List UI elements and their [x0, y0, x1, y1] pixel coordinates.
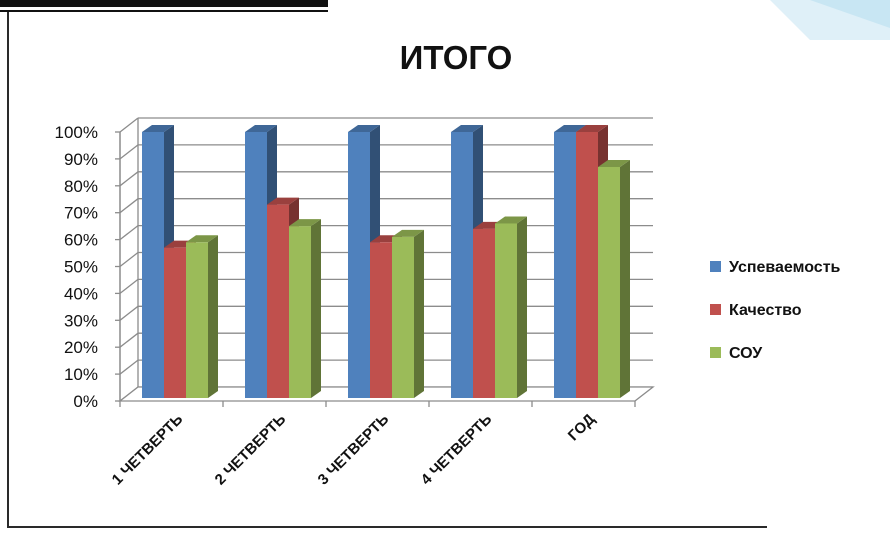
bar-top — [186, 235, 218, 243]
bar-front — [576, 132, 598, 398]
bar-top — [289, 219, 321, 227]
y-tick-label: 70% — [64, 204, 98, 223]
bar-front — [451, 132, 473, 398]
bar-side — [208, 235, 218, 398]
x-category-label: 1 ЧЕТВЕРТЬ — [109, 411, 187, 489]
bar-front — [164, 247, 186, 398]
legend-swatch — [710, 304, 721, 315]
frame-bottom-border — [7, 526, 767, 528]
corner-decoration — [770, 0, 890, 40]
bar-top — [267, 197, 299, 205]
bar-top — [554, 125, 586, 132]
x-category-label: 3 ЧЕТВЕРТЬ — [315, 411, 393, 489]
bar-front — [370, 242, 392, 398]
gridline-side — [119, 198, 139, 214]
x-category-label: 4 ЧЕТВЕРТЬ — [418, 411, 496, 489]
bar-top — [392, 229, 424, 237]
y-tick-label: 10% — [64, 365, 98, 384]
y-tick-label: 0% — [73, 392, 98, 411]
bar-front — [186, 242, 208, 398]
legend-item: Качество — [710, 302, 802, 319]
bar-top — [348, 125, 380, 132]
bar — [598, 159, 630, 398]
y-tick-label: 20% — [64, 338, 98, 357]
bar-front — [495, 223, 517, 398]
y-tick-label: 80% — [64, 177, 98, 196]
bar-top — [142, 125, 174, 132]
bar-front — [289, 226, 311, 398]
gridline-side — [119, 359, 139, 375]
gridline-side — [119, 225, 139, 241]
bar-side — [311, 219, 321, 398]
bar-top — [598, 159, 630, 167]
bar-front — [392, 236, 414, 398]
legend-item: Успеваемость — [710, 259, 841, 276]
y-tick-label: 100% — [55, 123, 98, 142]
gridline-side — [119, 305, 139, 321]
legend-label: СОУ — [729, 345, 763, 362]
bar-front — [554, 132, 576, 398]
x-category-label: 2 ЧЕТВЕРТЬ — [212, 411, 290, 489]
legend: Успеваемость Качество СОУ — [710, 259, 841, 362]
bar — [495, 216, 527, 398]
x-category-label: ГОД — [565, 411, 599, 445]
legend-label: Успеваемость — [729, 259, 841, 276]
gridline-side — [119, 332, 139, 348]
legend-swatch — [710, 261, 721, 272]
x-axis-labels: 1 ЧЕТВЕРТЬ 2 ЧЕТВЕРТЬ 3 ЧЕТВЕРТЬ 4 ЧЕТВЕРТЬ… — [109, 411, 599, 489]
legend-swatch — [710, 347, 721, 358]
bar-front — [473, 228, 495, 398]
bar-front — [598, 166, 620, 398]
bar-front — [267, 204, 289, 398]
gridline-side — [119, 117, 139, 133]
bar-side — [517, 216, 527, 398]
gridline-side — [119, 251, 139, 268]
bar — [186, 235, 218, 398]
bar-front — [245, 132, 267, 398]
bars — [142, 125, 630, 398]
chart-title: ИТОГО — [400, 39, 513, 76]
bar — [392, 229, 424, 398]
header-bar — [0, 0, 328, 12]
bar-front — [142, 132, 164, 398]
legend-item: СОУ — [710, 345, 763, 362]
bar-top — [576, 125, 608, 132]
bar-side — [414, 229, 424, 398]
bar — [289, 219, 321, 398]
y-tick-label: 30% — [64, 311, 98, 330]
gridline-side — [119, 144, 139, 160]
bar-top — [451, 125, 483, 132]
legend-label: Качество — [729, 302, 802, 319]
y-axis-ticks: 0% 10% 20% 30% 40% 50% 60% 70% 80% 90% 100% — [55, 123, 98, 411]
gridline-side — [119, 171, 139, 187]
bar-side — [620, 159, 630, 398]
frame-left-border — [7, 12, 9, 528]
y-tick-label: 90% — [64, 150, 98, 169]
y-tick-label: 60% — [64, 231, 98, 250]
y-tick-label: 50% — [64, 258, 98, 277]
bar-top — [245, 125, 277, 132]
gridline-side — [119, 278, 139, 294]
y-tick-label: 40% — [64, 284, 98, 303]
bar-top — [495, 216, 527, 224]
bar-front — [348, 132, 370, 398]
